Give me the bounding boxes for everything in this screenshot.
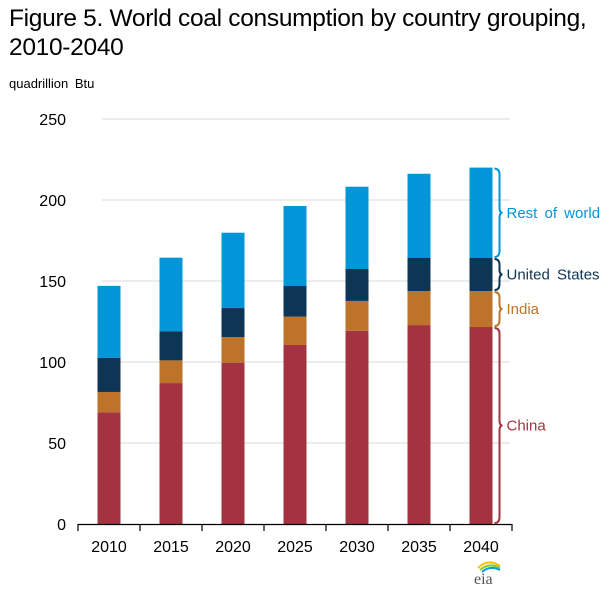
x-tick-label: 2030: [339, 539, 375, 556]
bar-segment-rest-of-world: [159, 257, 183, 332]
y-tick-label: 150: [39, 274, 66, 291]
x-tick-label: 2020: [215, 539, 251, 556]
bar-segment-india: [221, 337, 245, 363]
bar-segment-india: [345, 300, 369, 331]
y-tick-label: 50: [48, 436, 66, 453]
x-tick-label: 2035: [401, 539, 437, 556]
bar-stack-2030: [345, 186, 369, 524]
legend-label-rest-of-world: Rest of world: [507, 205, 601, 222]
bar-segment-china: [159, 383, 183, 524]
bar-segment-china: [407, 325, 431, 524]
bar-segment-rest-of-world: [345, 186, 369, 270]
bar-segment-united-states: [407, 257, 431, 292]
y-tick-label: 200: [39, 193, 66, 210]
legend-label-china: China: [507, 418, 547, 435]
bar-segment-united-states: [159, 331, 183, 361]
legend: China India United States Rest of world: [494, 167, 601, 524]
bar-stack-2020: [221, 232, 245, 524]
bar-segment-united-states: [97, 357, 121, 392]
bar-stacks: [97, 167, 493, 524]
bar-segment-rest-of-world: [469, 167, 493, 258]
legend-bracket-india: [494, 291, 503, 328]
bar-segment-india: [283, 316, 307, 345]
legend-bracket-united-states: [494, 257, 503, 292]
y-axis-unit-label: quadrillion Btu: [9, 76, 95, 91]
eia-logo-icon: eia: [470, 557, 504, 587]
bar-stack-2035: [407, 173, 431, 524]
y-axis-tick-labels: 0 50 100 150 200 250: [39, 112, 66, 534]
bar-segment-united-states: [283, 286, 307, 317]
bar-segment-india: [97, 391, 121, 413]
bar-segment-rest-of-world: [97, 285, 121, 358]
bar-segment-india: [159, 360, 183, 384]
bar-stack-2040: [469, 167, 493, 524]
bar-segment-china: [345, 330, 369, 524]
legend-label-india: India: [507, 301, 540, 318]
bar-segment-rest-of-world: [407, 173, 431, 258]
chart-title: Figure 5. World coal consumption by coun…: [9, 4, 609, 62]
legend-bracket-china: [494, 327, 503, 524]
bar-segment-china: [221, 362, 245, 524]
y-tick-label: 0: [57, 517, 66, 534]
bar-segment-china: [97, 412, 121, 524]
y-tick-label: 250: [39, 112, 66, 129]
bar-segment-rest-of-world: [283, 205, 307, 287]
x-axis: 2010 2015 2020 2025 2030 2035 2040: [77, 523, 513, 556]
eia-logo-text: eia: [474, 571, 493, 587]
bar-segment-china: [469, 327, 493, 524]
chart-title-line-2: 2010-2040: [9, 34, 124, 61]
bar-segment-united-states: [221, 308, 245, 338]
bar-segment-rest-of-world: [221, 232, 245, 309]
x-tick-label: 2025: [277, 539, 313, 556]
bar-segment-india: [469, 291, 493, 328]
y-tick-label: 100: [39, 355, 66, 372]
bar-segment-united-states: [469, 257, 493, 292]
legend-label-united-states: United States: [507, 267, 600, 284]
legend-bracket-rest-of-world: [494, 167, 503, 258]
bar-segment-china: [283, 344, 307, 524]
bar-stack-2025: [283, 205, 307, 524]
bar-segment-united-states: [345, 269, 369, 301]
x-tick-label: 2010: [91, 539, 127, 556]
bar-segment-india: [407, 291, 431, 326]
x-tick-label: 2040: [463, 539, 499, 556]
bar-stack-2015: [159, 257, 183, 524]
chart-title-line-1: Figure 5. World coal consumption by coun…: [9, 5, 587, 32]
bar-stack-2010: [97, 285, 121, 524]
x-tick-label: 2015: [153, 539, 189, 556]
